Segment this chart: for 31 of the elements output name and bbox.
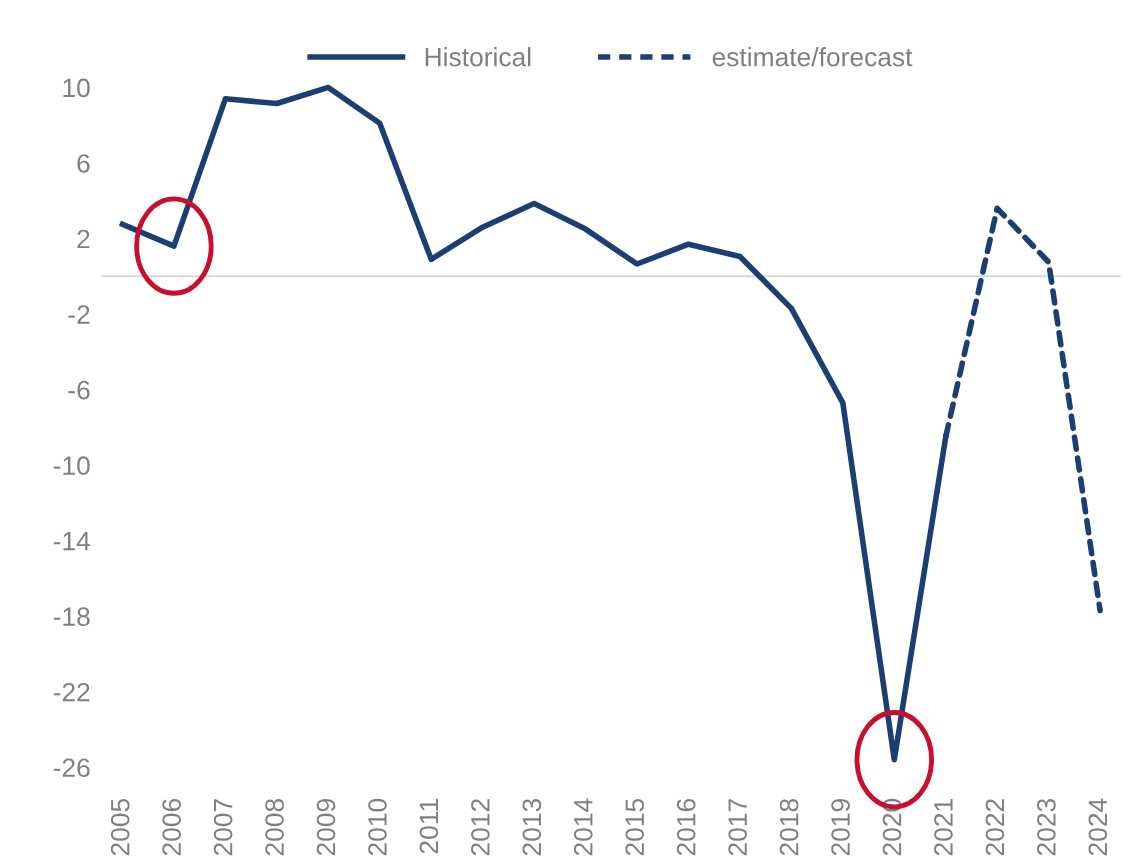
x-tick-label: 2011: [419, 799, 439, 854]
y-tick-label: -18: [53, 607, 90, 627]
x-tick-label: 2021: [934, 799, 953, 856]
y-tick-label: -6: [68, 380, 90, 400]
legend-label: estimate/forecast: [712, 47, 913, 67]
x-tick-label: 2016: [676, 798, 696, 856]
x-tick-label: 2013: [522, 798, 542, 856]
x-tick-label: 2006: [162, 798, 181, 856]
x-tick-label: 2019: [831, 799, 850, 856]
y-tick-label: 10: [63, 78, 90, 98]
y-tick-label: 2: [77, 229, 90, 249]
y-tick-label: -10: [53, 456, 90, 475]
y-tick-label: 6: [77, 154, 90, 173]
x-tick-label: 2024: [1088, 798, 1108, 856]
x-tick-label: 2008: [265, 798, 284, 856]
x-tick-label: 2014: [573, 798, 593, 856]
x-tick-label: 2005: [110, 798, 130, 856]
x-tick-label: 2017: [728, 799, 747, 856]
x-tick-label: 2022: [985, 799, 1005, 856]
x-tick-label: 2012: [471, 799, 490, 856]
x-tick-label: 2018: [779, 798, 799, 856]
legend-label: Historical: [425, 47, 531, 67]
x-tick-label: 2009: [316, 799, 336, 856]
x-tick-label: 2010: [368, 798, 387, 856]
y-tick-label: -2: [68, 305, 90, 324]
x-tick-label: 2023: [1037, 798, 1056, 856]
x-tick-label: 2015: [625, 798, 645, 856]
x-tick-label: 2007: [213, 799, 233, 856]
y-tick-label: -14: [53, 532, 90, 551]
y-tick-label: -26: [53, 758, 90, 778]
y-tick-label: -22: [53, 682, 90, 702]
